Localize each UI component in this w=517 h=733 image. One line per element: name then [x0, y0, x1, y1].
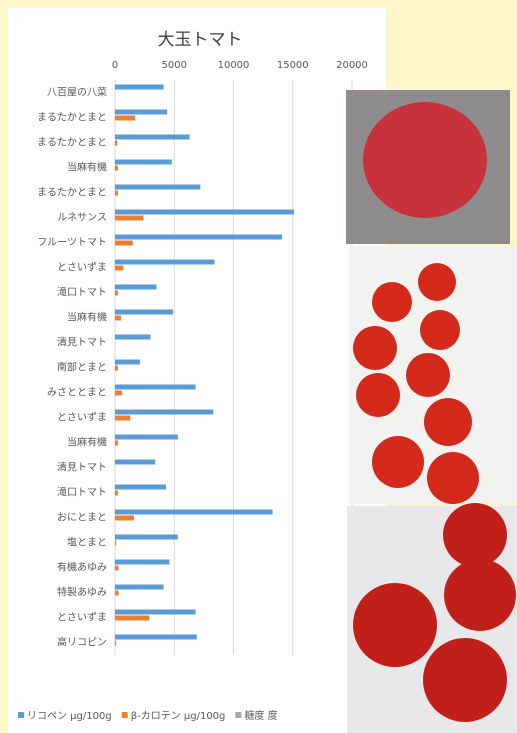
bar — [115, 209, 294, 215]
bar — [115, 565, 119, 571]
bar — [115, 390, 123, 396]
y-tick-label: 有機あゆみ — [57, 561, 107, 574]
bar — [115, 540, 117, 546]
bar — [115, 234, 283, 240]
tomato — [363, 102, 487, 218]
bar — [115, 434, 178, 440]
y-tick-label: 当麻有機 — [67, 311, 107, 324]
y-tick-label: 高リコピン — [57, 636, 107, 649]
tomato — [427, 452, 479, 504]
bar — [115, 184, 201, 190]
y-tick-label: まるたかとまと — [37, 137, 107, 149]
bar — [115, 509, 273, 515]
tomato — [424, 398, 472, 446]
legend-label: β-カロテン μg/100g — [131, 710, 226, 722]
y-tick-label: 南部とまと — [57, 361, 107, 374]
tomato — [353, 583, 437, 667]
bar — [115, 359, 140, 365]
bar — [115, 115, 136, 121]
bar — [115, 284, 157, 290]
tomato — [423, 638, 507, 722]
y-tick-label: 滝口トマト — [57, 487, 107, 499]
bar — [115, 415, 131, 421]
legend-swatch — [235, 712, 242, 718]
y-tick-label: 当麻有機 — [67, 161, 107, 174]
y-tick-label: 八百屋の八菜 — [47, 87, 107, 99]
legend-label: リコペン μg/100g — [27, 711, 112, 722]
bar — [115, 459, 156, 465]
y-tick-label: 清見トマト — [57, 336, 107, 349]
bar — [115, 490, 118, 496]
bar — [115, 615, 150, 621]
y-tick-label: 滝口トマト — [57, 287, 107, 299]
bar — [115, 534, 178, 540]
x-tick-label: 5000 — [162, 60, 187, 71]
y-tick-label: 塩とまと — [67, 536, 107, 549]
bar — [115, 384, 196, 390]
bar — [115, 609, 196, 615]
bar — [115, 634, 197, 640]
tomato — [372, 282, 412, 322]
bar — [115, 165, 118, 171]
legend-swatch — [121, 712, 128, 718]
bar — [115, 215, 144, 221]
bar — [115, 515, 134, 521]
y-tick-label: まるたかとまと — [37, 112, 107, 124]
y-tick-label: おにとまと — [57, 512, 107, 524]
y-tick-label: とさいずま — [57, 412, 107, 424]
x-tick-label: 15000 — [277, 60, 309, 71]
bar — [115, 334, 151, 340]
tomato — [406, 353, 450, 397]
bar — [115, 265, 124, 271]
y-tick-label: まるたかとまと — [37, 187, 107, 199]
legend-label: 糖度 度 — [244, 709, 277, 722]
bar — [115, 259, 215, 265]
tomato — [356, 373, 400, 417]
bar — [115, 309, 174, 315]
bar — [115, 190, 118, 196]
y-tick-label: みさととまと — [47, 387, 107, 399]
photos — [346, 90, 517, 733]
bar — [115, 140, 118, 146]
bar — [115, 159, 172, 165]
y-tick-label: とさいずま — [57, 612, 107, 624]
legend-swatch — [18, 712, 24, 718]
chart-title: 大玉トマト — [158, 30, 243, 50]
bar — [115, 84, 164, 90]
bar — [115, 134, 190, 140]
tomato — [418, 263, 456, 301]
y-tick-label: とさいずま — [57, 262, 107, 274]
tomato — [372, 436, 424, 488]
bar — [115, 590, 119, 596]
tomato — [443, 503, 507, 567]
y-tick-label: フルーツトマト — [37, 238, 107, 249]
bar — [115, 409, 214, 415]
x-tick-label: 0 — [112, 60, 118, 71]
bar — [115, 440, 118, 446]
bar — [115, 315, 121, 321]
bar — [115, 484, 166, 490]
y-tick-label: 清見トマト — [57, 461, 107, 474]
tomato — [420, 310, 460, 350]
bar — [115, 290, 118, 296]
tomato — [353, 326, 397, 370]
bar — [115, 640, 117, 646]
bar — [115, 559, 170, 565]
chart-area — [8, 8, 386, 733]
bar — [115, 584, 164, 590]
y-tick-label: 特製あゆみ — [57, 586, 107, 599]
y-tick-label: ルネサンス — [57, 212, 107, 224]
bar — [115, 240, 133, 246]
bar — [115, 109, 168, 115]
y-tick-label: 当麻有機 — [67, 436, 107, 449]
tomato — [444, 559, 516, 631]
x-tick-label: 20000 — [336, 60, 368, 71]
x-tick-label: 10000 — [218, 60, 250, 71]
bar — [115, 365, 118, 371]
